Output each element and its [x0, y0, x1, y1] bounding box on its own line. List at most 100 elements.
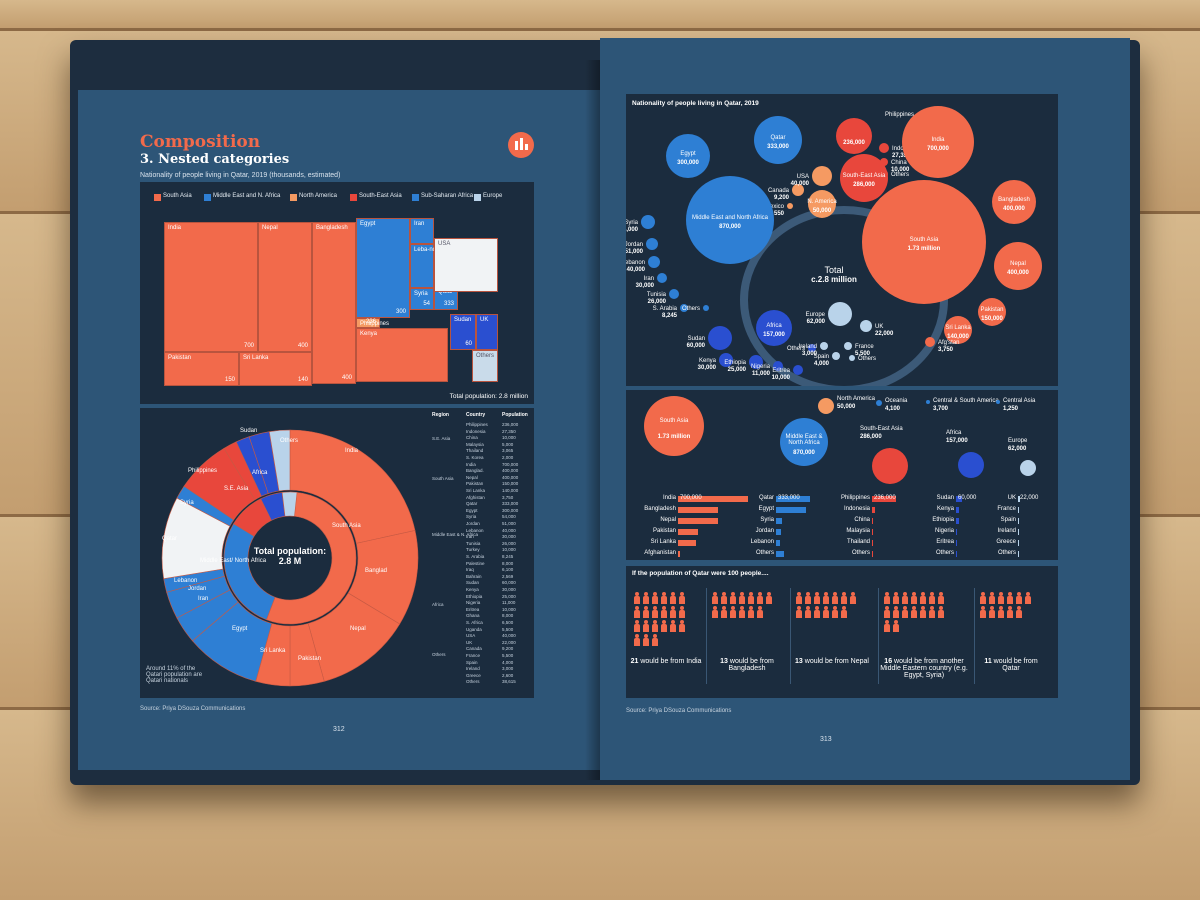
- donut-chart: [161, 429, 419, 687]
- person-icon: [832, 606, 838, 618]
- legend-label: South Asia: [163, 193, 192, 199]
- bubble-value: 11,000: [752, 371, 771, 377]
- person-icon: [661, 620, 667, 632]
- donut-label: Lebanon: [174, 578, 198, 584]
- table-cell-country: India: [466, 461, 476, 467]
- bars-panel: South Asia 1.73 million Middle East & Nort…: [626, 390, 1058, 560]
- table-cell-population: 22,000: [502, 639, 516, 645]
- bubble-label: Others: [891, 172, 909, 178]
- person-icon: [893, 592, 899, 604]
- table-cell-country: S. Korea: [466, 455, 484, 460]
- bubble-label: Others: [682, 306, 700, 312]
- person-icon: [748, 606, 754, 618]
- donut-label: South Asia: [332, 523, 361, 529]
- donut-label: India: [345, 448, 359, 454]
- bar-value: 700,000: [680, 495, 702, 501]
- bubble-value: 870,000: [719, 224, 741, 230]
- bubble-label: Nigeria: [751, 364, 771, 370]
- right-page: Nationality of people living in Qatar, 2…: [600, 38, 1130, 780]
- table-cell-population: 5,500: [502, 626, 514, 632]
- person-icon: [796, 606, 802, 618]
- table-cell-population: 236,000: [502, 422, 519, 427]
- bubble-value: 1.73 million: [908, 246, 941, 252]
- table-cell-country: Afghistan: [466, 494, 485, 500]
- region-bubble: [958, 452, 984, 478]
- person-icon: [998, 606, 1004, 618]
- bubble: [793, 365, 803, 375]
- person-icon: [814, 606, 820, 618]
- bubble-value: 157,000: [763, 332, 785, 338]
- bubble-value: 51,000: [626, 249, 644, 255]
- bubble-value: 286,000: [853, 182, 875, 188]
- region-bubble: [926, 400, 930, 404]
- bubble-label: N. America: [807, 199, 837, 205]
- table-cell-population: 8,245: [502, 554, 514, 559]
- table-cell-country: France: [466, 653, 481, 658]
- bar-value: 333,000: [778, 495, 800, 501]
- bar: [776, 540, 780, 546]
- bubble-label: Lebanon: [626, 260, 645, 266]
- bar-value: 22,000: [1020, 495, 1039, 501]
- bubble-value: 30,000: [636, 283, 655, 289]
- person-icon: [805, 606, 811, 618]
- donut-label: Qatar: [162, 536, 178, 542]
- treemap-cell: Bangladesh 400: [312, 222, 356, 384]
- person-icon: [929, 592, 935, 604]
- legend-label: Middle East and N. Africa: [213, 193, 281, 199]
- table-cell-country: Spain: [466, 659, 478, 665]
- region-value: 4,100: [885, 406, 901, 412]
- bubble-value: 10,000: [891, 167, 910, 173]
- person-icon: [652, 606, 658, 618]
- person-icon: [893, 606, 899, 618]
- table-cell-population: 6,100: [502, 567, 514, 573]
- bubble-value: 3,000: [802, 351, 818, 357]
- bubble-value: 140,000: [947, 334, 969, 340]
- person-icon: [1007, 592, 1013, 604]
- treemap-cell-value: 236: [365, 319, 376, 325]
- bubble-value: 8,245: [662, 313, 678, 319]
- bubble-label: Spain: [814, 354, 829, 360]
- table-cell-country: UK: [466, 639, 473, 645]
- person-icon: [980, 606, 986, 618]
- treemap-cell-label: Kenya: [360, 331, 378, 337]
- bubble-value: 236,000: [843, 140, 865, 146]
- bubble: [832, 352, 840, 360]
- person-icon: [643, 592, 649, 604]
- person-icon: [832, 592, 838, 604]
- treemap-cell: Leba-non: [410, 244, 439, 288]
- donut-outer-segment: [289, 429, 416, 544]
- treemap-cell-label: Philippines: [360, 321, 390, 327]
- donut-label: Africa: [252, 470, 268, 476]
- bar: [872, 529, 873, 535]
- donut-panel: Total population: 2.8 M Around 11% of th…: [140, 408, 534, 698]
- bar-label: Bangladesh: [644, 506, 676, 512]
- treemap-cell: UK: [476, 314, 498, 350]
- person-icon: [757, 592, 763, 604]
- bar: [1018, 540, 1019, 546]
- bar-label: Nigeria: [934, 528, 954, 534]
- bubble-label: Europe: [806, 312, 826, 318]
- donut-label: S.E. Asia: [224, 486, 249, 492]
- treemap-cell-value: 60: [465, 341, 472, 347]
- bubble-value: 50,000: [813, 208, 832, 214]
- table-cell-country: Bahrain: [466, 573, 482, 579]
- people-count: 13: [795, 658, 803, 665]
- person-icon: [884, 592, 890, 604]
- person-icon: [1007, 606, 1013, 618]
- region-value: 286,000: [860, 434, 882, 440]
- table-cell-population: 3,000: [502, 666, 514, 672]
- bubble-label: UK: [875, 324, 883, 330]
- people-count: 13: [720, 658, 728, 665]
- bubble: [680, 304, 688, 312]
- person-icon: [679, 620, 685, 632]
- bar: [1018, 496, 1020, 502]
- bar-label: Others: [997, 550, 1016, 556]
- bubble-label: USA: [797, 174, 809, 180]
- treemap-cell: Others: [472, 350, 498, 382]
- person-icon: [805, 592, 811, 604]
- people-text: would be from another Middle Eastern cou…: [880, 658, 968, 679]
- treemap-cell: Egypt 300: [356, 218, 410, 318]
- bar: [956, 529, 957, 535]
- bubble-value: 333,000: [767, 144, 789, 150]
- treemap-cell: Sudan 60: [450, 314, 476, 350]
